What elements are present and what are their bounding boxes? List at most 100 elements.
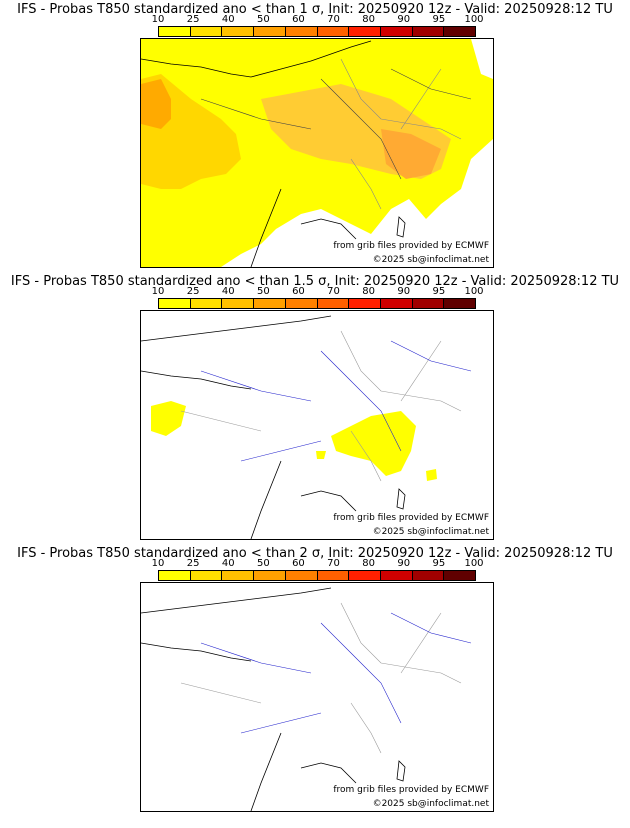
prob-area-10c	[316, 451, 326, 459]
colorbar	[158, 298, 476, 309]
colorbar-labels: 10 25 40 50 60 70 80 90 95 100	[152, 14, 484, 26]
colorbar-tick-label: 90	[397, 558, 411, 569]
colorbar-segment	[159, 571, 191, 580]
colorbar-tick-label: 80	[362, 14, 376, 25]
colorbar-tick-label: 90	[397, 14, 411, 25]
colorbar-tick-label: 60	[292, 286, 305, 297]
coastline	[141, 587, 357, 811]
colorbar-segment	[412, 27, 445, 36]
prob-gap-sea	[261, 227, 371, 267]
colorbar-tick-label: 100	[464, 286, 484, 297]
map-canvas	[141, 315, 472, 539]
colorbar-segment	[254, 571, 286, 580]
colorbar-segment	[317, 27, 350, 36]
rivers	[200, 612, 472, 734]
colorbar-tick-label: 50	[256, 286, 270, 297]
colorbar-segment	[349, 299, 381, 308]
colorbar-segment	[412, 299, 445, 308]
colorbar-segment	[285, 299, 318, 308]
colorbar-tick-label: 40	[221, 286, 235, 297]
colorbar-tick-label: 70	[327, 14, 340, 25]
colorbar-labels: 10 25 40 50 60 70 80 90 95 100	[152, 286, 484, 298]
copyright-credit: ©2025 sb@infoclimat.net	[372, 527, 489, 537]
colorbar-segment	[285, 27, 318, 36]
colorbar-tick-label: 25	[186, 286, 200, 297]
colorbar-tick-label: 80	[362, 558, 376, 569]
probability-map: from grib files provided by ECMWF ©2025 …	[140, 310, 494, 540]
colorbar	[158, 570, 476, 581]
colorbar-segment	[349, 571, 381, 580]
colorbar-tick-label: 25	[186, 558, 200, 569]
borders	[340, 58, 462, 210]
colorbar-tick-label: 40	[221, 558, 235, 569]
colorbar-tick-label: 10	[151, 558, 165, 569]
colorbar-segment	[159, 27, 191, 36]
colorbar-segment	[444, 27, 476, 36]
colorbar-tick-label: 70	[327, 558, 340, 569]
panel-1sigma: IFS - Probas T850 standardized ano < tha…	[0, 0, 630, 268]
colorbar-tick-label: 25	[186, 14, 200, 25]
colorbar-tick-label: 50	[256, 558, 270, 569]
coastline	[141, 315, 357, 539]
prob-area-10d	[426, 469, 437, 481]
colorbar-labels: 10 25 40 50 60 70 80 90 95 100	[152, 558, 484, 570]
colorbar-segment	[190, 27, 223, 36]
colorbar-tick-label: 80	[362, 286, 376, 297]
colorbar-tick-label: 95	[432, 14, 446, 25]
prob-gap	[471, 39, 493, 79]
panel-title: IFS - Probas T850 standardized ano < tha…	[17, 2, 613, 17]
colorbar-segment	[222, 571, 255, 580]
grib-credit: from grib files provided by ECMWF	[333, 785, 489, 795]
copyright-credit: ©2025 sb@infoclimat.net	[372, 799, 489, 809]
colorbar-segment	[349, 27, 381, 36]
colorbar	[158, 26, 476, 37]
colorbar-tick-label: 95	[432, 286, 446, 297]
colorbar-segment	[190, 299, 223, 308]
colorbar-tick-label: 90	[397, 286, 411, 297]
colorbar-segment	[444, 299, 476, 308]
rivers	[200, 68, 472, 180]
colorbar-segment	[317, 571, 350, 580]
prob-area-10b	[331, 411, 416, 476]
island	[396, 760, 406, 782]
colorbar-tick-label: 60	[292, 558, 305, 569]
colorbar-tick-label: 100	[464, 14, 484, 25]
prob-area-10	[151, 401, 186, 436]
colorbar-tick-label: 95	[432, 558, 446, 569]
panel-1-5sigma: IFS - Probas T850 standardized ano < tha…	[0, 272, 630, 540]
panel-title: IFS - Probas T850 standardized ano < tha…	[17, 546, 613, 561]
rivers	[200, 340, 472, 462]
prob-area-40b	[381, 129, 441, 179]
probability-map: from grib files provided by ECMWF ©2025 …	[140, 38, 494, 268]
colorbar-segment	[317, 299, 350, 308]
grib-credit: from grib files provided by ECMWF	[333, 513, 489, 523]
copyright-credit: ©2025 sb@infoclimat.net	[372, 255, 489, 265]
probability-map: from grib files provided by ECMWF ©2025 …	[140, 582, 494, 812]
island	[396, 488, 406, 510]
colorbar-segment	[254, 27, 286, 36]
colorbar-segment	[380, 571, 413, 580]
map-canvas	[141, 39, 493, 267]
colorbar-tick-label: 10	[151, 286, 165, 297]
colorbar-segment	[190, 571, 223, 580]
panel-title: IFS - Probas T850 standardized ano < tha…	[10, 274, 620, 289]
colorbar-tick-label: 10	[151, 14, 165, 25]
colorbar-segment	[222, 299, 255, 308]
colorbar-segment	[444, 571, 476, 580]
grib-credit: from grib files provided by ECMWF	[333, 241, 489, 251]
colorbar-segment	[412, 571, 445, 580]
colorbar-segment	[380, 299, 413, 308]
borders	[180, 330, 462, 482]
colorbar-tick-label: 40	[221, 14, 235, 25]
colorbar-segment	[285, 571, 318, 580]
prob-area-40	[141, 79, 171, 129]
map-canvas	[141, 587, 472, 811]
colorbar-segment	[380, 27, 413, 36]
colorbar-tick-label: 50	[256, 14, 270, 25]
colorbar-tick-label: 60	[292, 14, 305, 25]
colorbar-tick-label: 100	[464, 558, 484, 569]
colorbar-tick-label: 70	[327, 286, 340, 297]
coastline	[141, 40, 372, 267]
colorbar-segment	[254, 299, 286, 308]
colorbar-segment	[222, 27, 255, 36]
